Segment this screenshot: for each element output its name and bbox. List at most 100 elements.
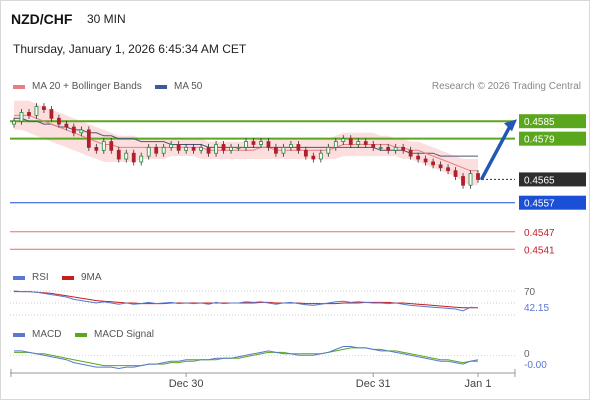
candle-body (274, 146, 278, 154)
candle-body (57, 117, 61, 125)
candle-body (101, 141, 106, 151)
rsi-ma-line (14, 291, 478, 309)
level-label-bg-pivot (519, 195, 586, 210)
candle-body (221, 144, 226, 151)
candle-body (214, 144, 218, 154)
legend-rsi-ma: 9MA (62, 272, 102, 283)
macd-line (14, 346, 479, 370)
candle-body (438, 164, 443, 169)
level-label-support-2: 0.4541 (524, 245, 555, 256)
candle-body (461, 176, 465, 186)
level-label-last-price: 0.4565 (524, 175, 555, 186)
candle-body (79, 129, 84, 134)
candle-body (206, 146, 211, 154)
candle-body (281, 146, 286, 154)
candle-body (154, 146, 159, 154)
legend-rsi: RSI (13, 272, 49, 283)
candle-body (42, 106, 46, 110)
macd-ref-label: 0 (524, 349, 530, 360)
candle-body (34, 106, 39, 116)
macd-swatch (13, 332, 25, 337)
ma20-swatch (13, 84, 25, 89)
legend-ma20-label: MA 20 + Bollinger Bands (32, 81, 142, 92)
candle-body (161, 146, 166, 154)
candle-body (453, 170, 458, 177)
candle-body (446, 167, 450, 172)
forecast-arrow-shaft (480, 124, 512, 181)
candle-body (146, 146, 151, 157)
legend-macd-label: MACD (32, 329, 62, 340)
candle-body (318, 152, 323, 160)
legend-macd-signal-label: MACD Signal (94, 329, 155, 340)
candle-body (311, 155, 316, 160)
x-tick-label: Jan 1 (465, 378, 492, 390)
instrument-pair: NZD/CHF (11, 11, 73, 27)
candle-body (86, 129, 91, 148)
candle-body (401, 146, 406, 151)
rsi-value-label: 42.15 (524, 303, 549, 314)
macd-value-label: -0.00 (524, 360, 547, 371)
candle-body (333, 141, 338, 148)
legend-ma50-label: MA 50 (174, 81, 203, 92)
legend-macd-signal: MACD Signal (75, 329, 154, 340)
time-interval: 30 MIN (87, 12, 126, 26)
level-label-bg-last-price (519, 172, 586, 187)
candle-body (109, 141, 114, 151)
candle-body (176, 144, 181, 151)
candle-body (131, 152, 136, 163)
candle-body (49, 109, 54, 119)
x-tick-label: Dec 30 (169, 378, 204, 390)
legend-rsi-ma-label: 9MA (81, 272, 102, 283)
candle-body (169, 144, 174, 148)
candle-body (468, 173, 473, 186)
candle-body (423, 158, 428, 163)
rsi-ref-label: 70 (524, 287, 536, 298)
level-label-support-1: 0.4547 (524, 228, 555, 239)
rsi-swatch (13, 275, 25, 280)
candle-body (191, 146, 196, 151)
candle-body (266, 141, 271, 148)
level-label-bg-resistance-1 (519, 131, 586, 146)
candle-body (229, 146, 233, 151)
level-label-bg-resistance-2 (519, 114, 586, 129)
candle-body (236, 146, 241, 149)
candle-body (244, 141, 248, 148)
candle-body (326, 146, 331, 154)
candle-body (431, 161, 435, 166)
candle-body (71, 126, 76, 134)
legend-rsi-label: RSI (32, 272, 49, 283)
timestamp: Thursday, January 1, 2026 6:45:34 AM CET (13, 42, 247, 56)
candle-body (184, 146, 189, 151)
candle-body (416, 155, 421, 160)
candle-body (356, 141, 361, 145)
forecast-arrow-head (504, 119, 517, 132)
level-label-pivot: 0.4557 (524, 199, 555, 210)
rsi-ma-swatch (62, 275, 74, 280)
candle-body (371, 144, 376, 148)
candle-body (408, 149, 413, 157)
level-label-resistance-2: 0.4585 (524, 117, 555, 128)
x-tick-label: Dec 31 (356, 378, 391, 390)
candle-body (116, 149, 121, 160)
rsi-line (13, 290, 479, 312)
candle-body (12, 120, 16, 125)
candle-body (94, 146, 99, 151)
macd-signal-line (14, 347, 478, 367)
candle-body (476, 173, 480, 180)
macd-signal-swatch (75, 332, 87, 337)
candle-body (348, 138, 353, 145)
research-credit: Research © 2026 Trading Central (431, 81, 581, 92)
candle-body (64, 123, 69, 128)
candle-body (27, 112, 31, 116)
candle-body (251, 141, 256, 145)
candle-body (363, 141, 368, 145)
candle-body (341, 138, 346, 142)
candle-body (393, 146, 398, 151)
candle-body (19, 112, 24, 122)
legend-ma20: MA 20 + Bollinger Bands (13, 81, 142, 92)
candle-body (139, 155, 144, 163)
candle-body (378, 146, 383, 149)
ma50-swatch (155, 84, 167, 89)
candle-body (124, 152, 129, 160)
